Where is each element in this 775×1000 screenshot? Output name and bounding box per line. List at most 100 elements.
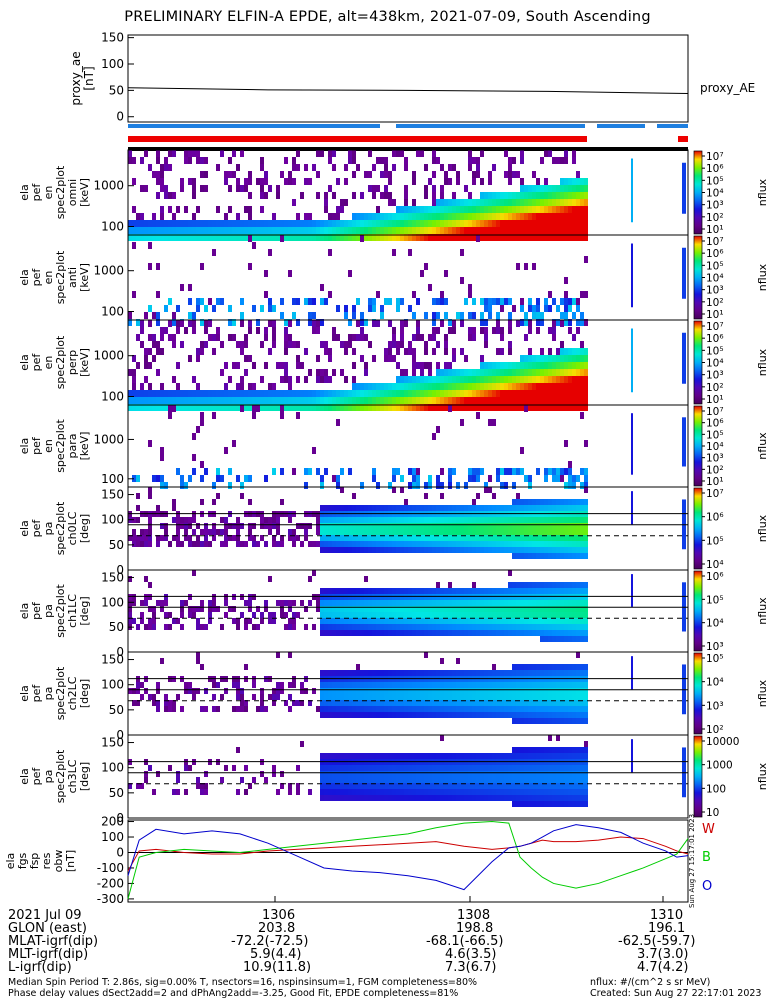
- heatmap-cell: [464, 185, 468, 192]
- heatmap-cell: [400, 712, 404, 718]
- heatmap-cell: [476, 753, 480, 759]
- heatmap-cell: [432, 630, 436, 636]
- heatmap-cell: [444, 178, 448, 185]
- heatmap-cell: [128, 576, 132, 582]
- heatmap-cell: [516, 535, 520, 541]
- heatmap-cell: [432, 612, 436, 618]
- heatmap-cell: [144, 404, 148, 411]
- heatmap-cell: [220, 369, 224, 376]
- heatmap-cell: [556, 499, 560, 505]
- heatmap-cell: [472, 535, 476, 541]
- heatmap-cell: [340, 789, 344, 795]
- heatmap-cell: [420, 712, 424, 718]
- heatmap-cell: [528, 777, 532, 783]
- heatmap-cell: [420, 606, 424, 612]
- heatmap-cell: [484, 783, 488, 789]
- heatmap-cell: [320, 789, 324, 795]
- heatmap-cell: [160, 454, 164, 461]
- heatmap-cell: [220, 397, 224, 404]
- heatmap-cell: [528, 712, 532, 718]
- heatmap-cell: [556, 694, 560, 700]
- heatmap-cell: [268, 576, 272, 582]
- heatmap-cell: [572, 404, 576, 411]
- heatmap-cell: [248, 535, 252, 541]
- heatmap-cell: [392, 600, 396, 606]
- heatmap-cell: [320, 150, 324, 157]
- heatmap-cell: [564, 783, 568, 789]
- heatmap-cell: [552, 747, 556, 753]
- heatmap-cell: [548, 765, 552, 771]
- heatmap-cell: [160, 334, 164, 341]
- heatmap-cell: [464, 624, 468, 630]
- heatmap-cell: [396, 213, 400, 220]
- heatmap-cell: [424, 771, 428, 777]
- heatmap-cell: [156, 171, 160, 178]
- heatmap-cell: [220, 404, 224, 411]
- heatmap-cell: [304, 523, 308, 529]
- heatmap-cell: [428, 397, 432, 404]
- heatmap-cell: [552, 362, 556, 369]
- heatmap-cell: [272, 535, 276, 541]
- heatmap-cell: [372, 468, 376, 475]
- heatmap-cell: [460, 199, 464, 206]
- heatmap-cell: [556, 305, 560, 312]
- heatmap-cell: [372, 706, 376, 712]
- heatmap-cell: [492, 682, 496, 688]
- heatmap-cell: [148, 397, 152, 404]
- heatmap-cell: [384, 171, 388, 178]
- heatmap-cell: [564, 369, 568, 376]
- heatmap-cell: [452, 600, 456, 606]
- heatmap-cell: [416, 771, 420, 777]
- heatmap-cell: [584, 376, 588, 383]
- heatmap-cell: [552, 529, 556, 535]
- heatmap-cell: [356, 213, 360, 220]
- heatmap-cell: [516, 263, 520, 270]
- heatmap-cell: [520, 185, 524, 192]
- heatmap-cell: [544, 765, 548, 771]
- footer-row-value: 198.8: [456, 921, 494, 936]
- heatmap-cell: [468, 404, 472, 411]
- heatmap-cell: [416, 624, 420, 630]
- heatmap-cell: [504, 376, 508, 383]
- heatmap-cell: [272, 334, 276, 341]
- heatmap-cell: [368, 298, 372, 305]
- heatmap-cell: [400, 341, 404, 348]
- heatmap-cell: [468, 327, 472, 334]
- heatmap-cell: [372, 600, 376, 606]
- heatmap-cell: [136, 541, 140, 547]
- heatmap-cell: [336, 606, 340, 612]
- heatmap-cell: [148, 618, 152, 624]
- heatmap-cell: [392, 475, 396, 482]
- heatmap-cell: [440, 505, 444, 511]
- heatmap-cell: [500, 517, 504, 523]
- heatmap-cell: [488, 298, 492, 305]
- heatmap-cell: [404, 397, 408, 404]
- heatmap-cell: [232, 682, 236, 688]
- heatmap-cell: [360, 535, 364, 541]
- heatmap-cell: [584, 582, 588, 588]
- heatmap-cell: [364, 700, 368, 706]
- heatmap-cell: [400, 376, 404, 383]
- heatmap-cell: [464, 390, 468, 397]
- heatmap-cell: [524, 795, 528, 801]
- heatmap-cell: [396, 618, 400, 624]
- heatmap-cell: [448, 178, 452, 185]
- heatmap-cell: [412, 541, 416, 547]
- heatmap-cell: [452, 164, 456, 171]
- heatmap-cell: [404, 795, 408, 801]
- heatmap-cell: [240, 383, 244, 390]
- heatmap-cell: [560, 547, 564, 553]
- heatmap-cell: [484, 630, 488, 636]
- heatmap-cell: [292, 341, 296, 348]
- heatmap-cell: [172, 789, 176, 795]
- heatmap-cell: [408, 712, 412, 718]
- heatmap-cell: [204, 783, 208, 789]
- heatmap-cell: [504, 362, 508, 369]
- heatmap-cell: [448, 199, 452, 206]
- heatmap-cell: [396, 588, 400, 594]
- heatmap-cell: [296, 227, 300, 234]
- heatmap-cell: [528, 618, 532, 624]
- heatmap-cell: [556, 777, 560, 783]
- heatmap-cell: [544, 664, 548, 670]
- heatmap-cell: [368, 529, 372, 535]
